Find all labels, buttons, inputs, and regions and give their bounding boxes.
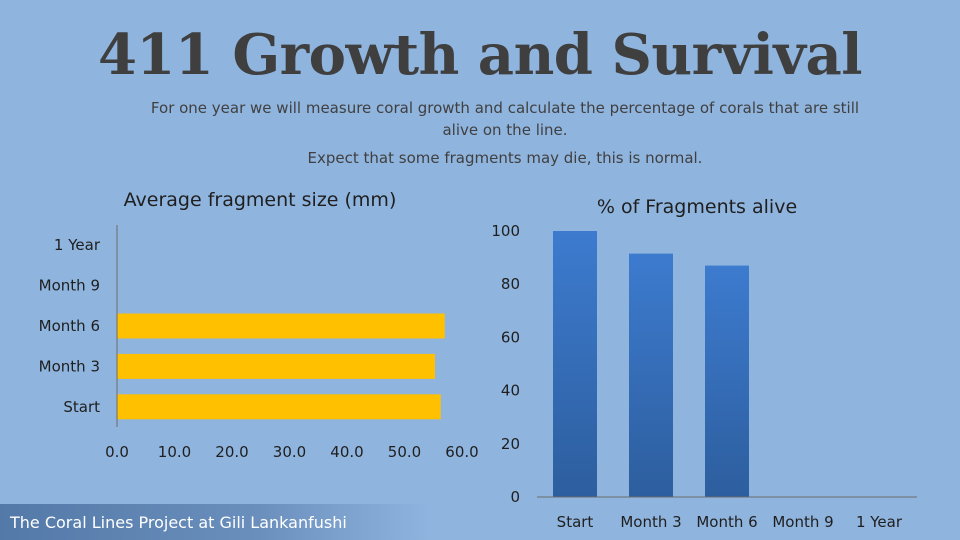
size-chart-category-label: 1 Year bbox=[54, 236, 101, 254]
size-chart-x-tick-label: 60.0 bbox=[445, 443, 478, 461]
size-chart-category-label: Month 3 bbox=[39, 357, 100, 375]
alive-chart-y-tick-label: 100 bbox=[491, 222, 520, 240]
alive-chart-y-tick-label: 20 bbox=[501, 435, 520, 453]
subtitle-line-1: For one year we will measure coral growt… bbox=[150, 99, 860, 139]
alive-chart-y-tick-label: 60 bbox=[501, 328, 520, 346]
size-chart-bar bbox=[117, 353, 435, 379]
size-chart-title: Average fragment size (mm) bbox=[124, 189, 397, 211]
size-chart-x-tick-label: 30.0 bbox=[273, 443, 306, 461]
alive-chart-bars bbox=[553, 231, 749, 497]
alive-chart-y-tick-label: 40 bbox=[501, 382, 520, 400]
footer-text: The Coral Lines Project at Gili Lankanfu… bbox=[10, 513, 347, 532]
size-chart-category-label: Month 9 bbox=[39, 277, 100, 295]
slide-title: 411 Growth and Survival bbox=[97, 22, 863, 88]
alive-chart-category-label: Start bbox=[557, 513, 594, 531]
size-chart-bars bbox=[117, 313, 445, 420]
alive-chart-y-tick-label: 0 bbox=[510, 488, 520, 506]
size-chart-category-labels: Start Month 3 Month 6 Month 9 1 Year bbox=[39, 236, 101, 416]
alive-chart-y-tick-labels: 0 20 40 60 80 100 bbox=[491, 222, 520, 506]
size-chart-x-tick-label: 10.0 bbox=[158, 443, 191, 461]
alive-chart-bar bbox=[553, 231, 597, 497]
size-chart-bar bbox=[117, 394, 441, 420]
size-chart-x-tick-labels: 0.0 10.0 20.0 30.0 40.0 50.0 60.0 bbox=[105, 443, 479, 461]
alive-chart-category-label: Month 6 bbox=[696, 513, 757, 531]
alive-chart-bar bbox=[705, 265, 749, 497]
subtitle-line-2: Expect that some fragments may die, this… bbox=[307, 149, 703, 167]
alive-chart-category-label: Month 9 bbox=[772, 513, 833, 531]
alive-chart-title: % of Fragments alive bbox=[597, 196, 797, 218]
size-chart-x-tick-label: 50.0 bbox=[388, 443, 421, 461]
size-chart-bar bbox=[117, 313, 445, 339]
alive-chart: % of Fragments alive 0 20 40 60 80 100 Start M… bbox=[491, 196, 917, 531]
alive-chart-y-tick-label: 80 bbox=[501, 275, 520, 293]
alive-chart-bar bbox=[629, 253, 673, 497]
footer-banner: The Coral Lines Project at Gili Lankanfu… bbox=[0, 504, 430, 540]
size-chart: Average fragment size (mm) Start Month 3 M… bbox=[39, 189, 479, 461]
size-chart-category-label: Start bbox=[63, 398, 100, 416]
size-chart-x-tick-label: 0.0 bbox=[105, 443, 129, 461]
alive-chart-category-label: Month 3 bbox=[620, 513, 681, 531]
size-chart-x-tick-label: 20.0 bbox=[215, 443, 248, 461]
alive-chart-category-labels: Start Month 3 Month 6 Month 9 1 Year bbox=[557, 513, 903, 531]
alive-chart-category-label: 1 Year bbox=[856, 513, 903, 531]
size-chart-x-tick-label: 40.0 bbox=[330, 443, 363, 461]
size-chart-category-label: Month 6 bbox=[39, 317, 100, 335]
